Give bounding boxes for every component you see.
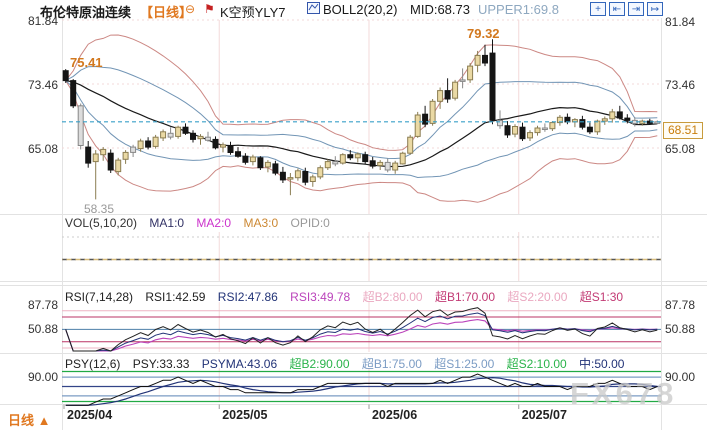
collapse-icon[interactable]: ⊖ xyxy=(185,2,196,16)
psy-tick-right: 90.00 xyxy=(665,370,696,384)
psy-oversold1-label: 超S1:25.00 xyxy=(434,357,495,371)
rsi-tick-left-top: 87.78 xyxy=(27,298,58,312)
date-label: 2025/06 xyxy=(371,408,418,422)
price-tick-left-low: 65.08 xyxy=(27,142,58,156)
divider-main-vol xyxy=(0,214,707,215)
rsi-tick-right-mid: 50.88 xyxy=(665,322,696,336)
psy-mid-label: 中:50.00 xyxy=(579,357,625,371)
symbol-title: 布伦特原油连续 xyxy=(40,5,132,20)
crosshair-icon[interactable]: + xyxy=(590,2,606,16)
price-tick-left-top: 81.84 xyxy=(27,14,58,28)
boll-label: BOLL2(20,2) xyxy=(323,2,398,17)
divider-rsi-psy xyxy=(0,353,707,354)
april-low-label: 58.35 xyxy=(84,202,115,216)
vol-ma2-value: MA2:0 xyxy=(196,216,232,230)
kline-indicator-label: K空预YLY7 xyxy=(220,5,286,20)
june-high-label: 79.32 xyxy=(467,26,500,41)
boll-upper1-value: UPPER1:69.8 xyxy=(478,2,559,17)
rsi-oversold2-label: 超S2:20.00 xyxy=(507,290,568,304)
psy-overbought1-label: 超B1:75.00 xyxy=(361,357,422,371)
price-tick-right-top: 81.84 xyxy=(665,15,696,29)
price-tick-right-mid: 73.46 xyxy=(665,78,696,92)
plot-left-border xyxy=(62,18,63,430)
rsi-oversold1-label: 超S1:30 xyxy=(579,290,624,304)
period-tag[interactable]: 【日线】 xyxy=(140,5,193,20)
boll-mid-value: MID:68.73 xyxy=(410,2,470,17)
psy-oversold2-label: 超S2:10.00 xyxy=(506,357,567,371)
rsi-tick-left-mid: 50.88 xyxy=(27,322,58,336)
rsi1-value: RSI1:42.59 xyxy=(145,290,206,304)
rsi-legend: RSI(7,14,28) RSI1:42.59 RSI2:47.86 RSI3:… xyxy=(65,288,632,305)
scale-right-icon[interactable]: ⇥ xyxy=(628,2,644,16)
rsi-tick-right-top: 87.78 xyxy=(665,298,696,312)
psy-param-label: PSY(12,6) xyxy=(65,357,121,371)
psy-tick-left: 90.00 xyxy=(27,370,58,384)
rsi-overbought2-label: 超B2:80.00 xyxy=(362,290,423,304)
vol-opid-value: OPID:0 xyxy=(290,216,330,230)
date-label: 2025/05 xyxy=(222,408,268,422)
period-switcher-button[interactable]: 日线 ▲ xyxy=(8,410,51,429)
price-tick-right-low: 65.08 xyxy=(665,142,696,156)
pin-icon[interactable]: ⚑ xyxy=(204,2,215,16)
april-high-label: 75.41 xyxy=(70,55,103,70)
psy-legend: PSY(12,6) PSY:33.33 PSYMA:43.06 超B2:90.0… xyxy=(65,355,633,372)
divider-vol-bottom xyxy=(0,281,707,282)
header-bar: 布伦特原油连续 【日线】 ⊖ ⚑ K空预YLY7 BOLL2(20,2) MID… xyxy=(0,0,707,20)
scale-left-icon[interactable]: ⇤ xyxy=(609,2,625,16)
psyma-value: PSYMA:43.06 xyxy=(201,357,278,371)
pan-right-icon[interactable]: ↦ xyxy=(647,2,663,16)
watermark: FX678 xyxy=(570,376,677,411)
price-tick-left-mid: 73.46 xyxy=(27,78,58,92)
rsi-overbought1-label: 超B1:70.00 xyxy=(434,290,495,304)
date-label: 2025/04 xyxy=(67,408,113,422)
divider-rsi-top xyxy=(0,285,707,286)
psy-value: PSY:33.33 xyxy=(132,357,190,371)
mini-chart-icon[interactable] xyxy=(307,2,320,17)
psy-overbought2-label: 超B2:90.00 xyxy=(289,357,350,371)
chart-toolbar: + ⇤ ⇥ ↦ xyxy=(590,2,663,16)
vol-ma3-value: MA3:0 xyxy=(243,216,279,230)
rsi3-value: RSI3:49.78 xyxy=(290,290,351,304)
vol-legend: VOL(5,10,20) MA1:0 MA2:0 MA3:0 OPID:0 xyxy=(65,216,339,230)
date-label: 2025/07 xyxy=(521,408,567,422)
rsi-param-label: RSI(7,14,28) xyxy=(65,290,134,304)
rsi2-value: RSI2:47.86 xyxy=(217,290,278,304)
vol-param-label: VOL(5,10,20) xyxy=(65,216,138,230)
vol-ma1-value: MA1:0 xyxy=(149,216,185,230)
expand-arrow-icon: ▲ xyxy=(37,413,51,428)
period-switcher-label: 日线 xyxy=(8,413,35,428)
plot-right-border xyxy=(661,18,662,430)
divider-psy-dates xyxy=(0,404,707,405)
last-price-badge: 68.51 xyxy=(663,122,703,139)
